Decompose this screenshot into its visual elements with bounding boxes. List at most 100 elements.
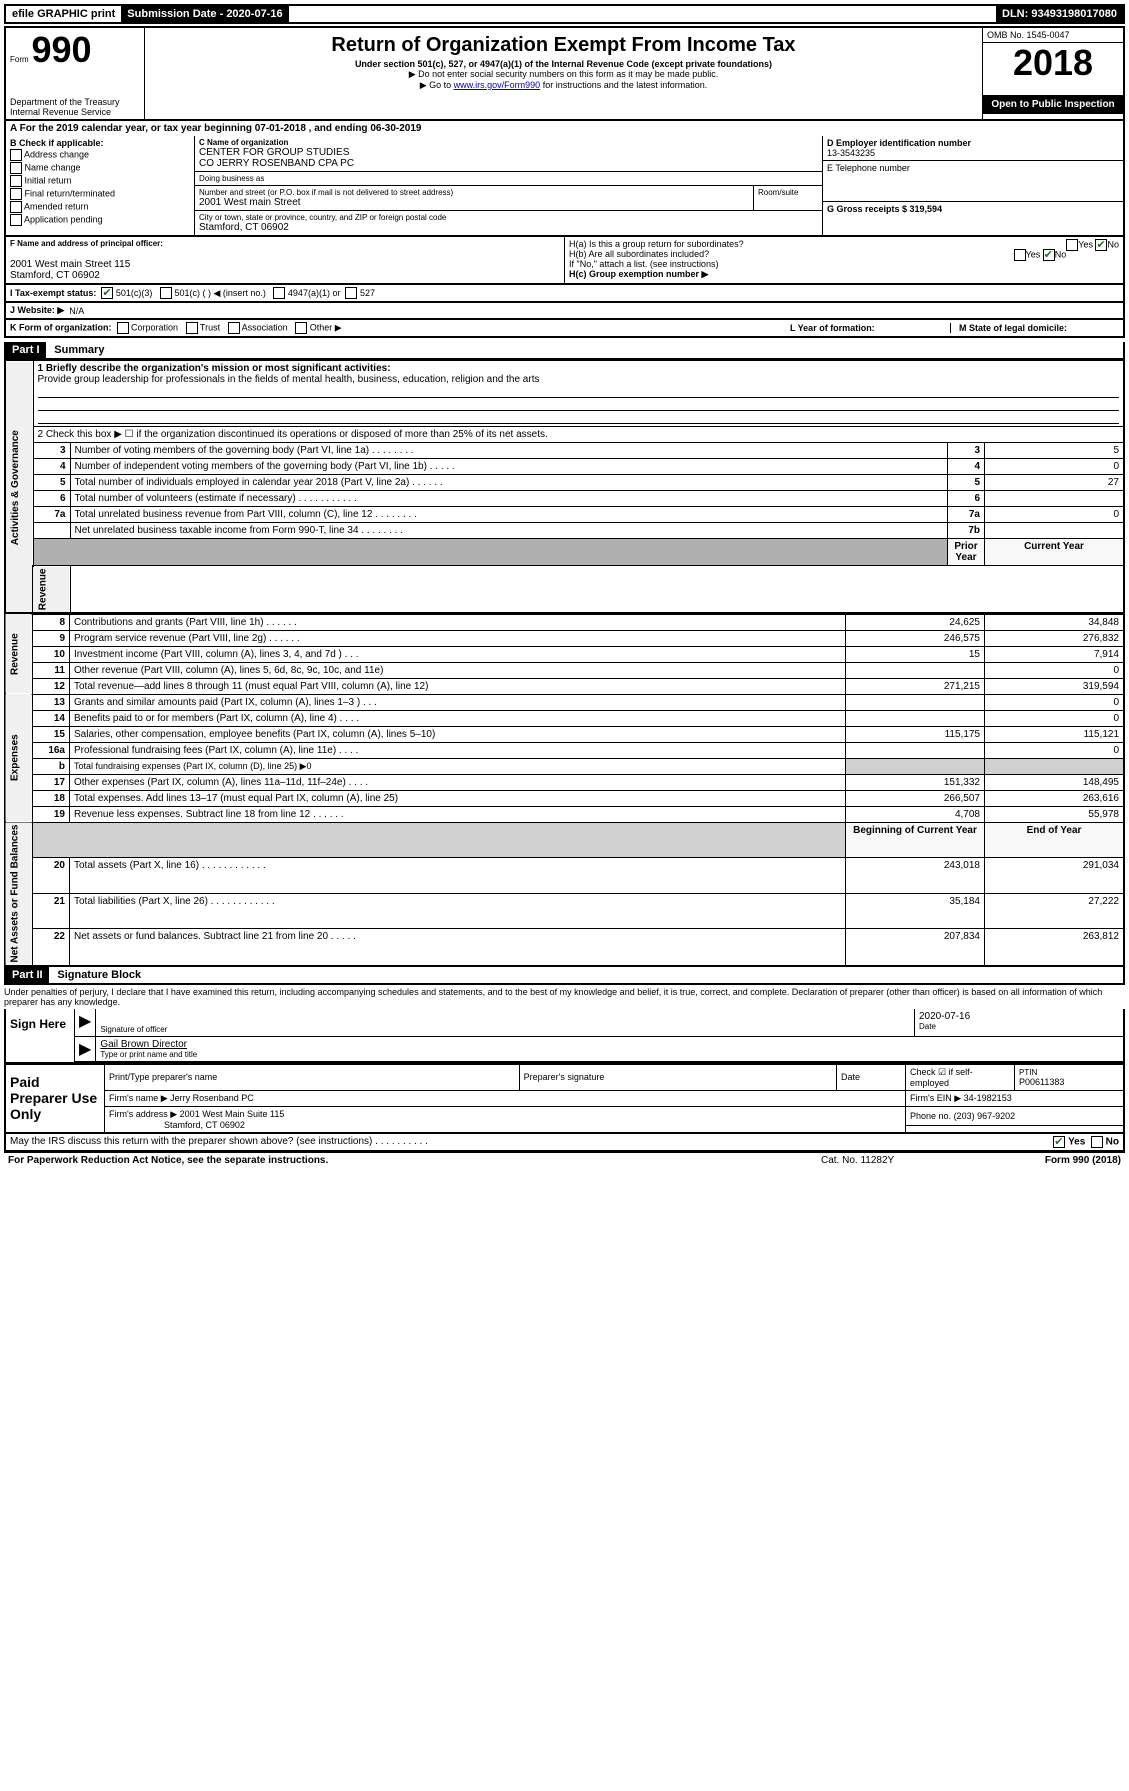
officer-addr-1: 2001 West main Street 115 [10, 259, 560, 270]
firm-name: Jerry Rosenband PC [170, 1093, 254, 1103]
check-icon [1095, 239, 1107, 251]
part-1-header-row: Part I Summary [4, 342, 1125, 360]
tax-status-label: I Tax-exempt status: [10, 288, 96, 298]
sign-here-block: Sign Here ▶ Signature of officer 2020-07… [4, 1009, 1125, 1064]
form-prefix: Form [10, 55, 29, 64]
form-title: Return of Organization Exempt From Incom… [149, 34, 978, 57]
check-name-change[interactable]: Name change [10, 162, 190, 174]
prep-col-3: Date [837, 1064, 906, 1090]
tax-status-row: I Tax-exempt status: 501(c)(3) 501(c) ( … [4, 285, 1125, 303]
firm-phone: (203) 967-9202 [954, 1111, 1016, 1121]
phone-label: E Telephone number [827, 163, 1119, 173]
current-year-header: Current Year [985, 539, 1125, 566]
subtitle-1: Under section 501(c), 527, or 4947(a)(1)… [149, 59, 978, 69]
revenue-table: Revenue 8Contributions and grants (Part … [4, 614, 1125, 967]
officer-and-group-row: F Name and address of principal officer:… [4, 237, 1125, 285]
form-footer-label: Form 990 (2018) [971, 1155, 1121, 1166]
identity-grid: B Check if applicable: Address change Na… [4, 136, 1125, 237]
section-b-checkboxes: B Check if applicable: Address change Na… [6, 136, 195, 235]
form-of-org-row: K Form of organization: Corporation Trus… [4, 320, 1125, 338]
end-year-header: End of Year [985, 822, 1125, 858]
summary-table: Activities & Governance 1 Briefly descri… [4, 360, 1125, 614]
prior-year-header: Prior Year [948, 539, 985, 566]
paperwork-notice: For Paperwork Reduction Act Notice, see … [8, 1155, 821, 1166]
vlabel-netassets: Net Assets or Fund Balances [5, 822, 33, 966]
ptin-value: P00611383 [1019, 1077, 1064, 1087]
efile-label[interactable]: efile GRAPHIC print [6, 6, 121, 22]
check-icon[interactable] [101, 287, 113, 299]
org-name-1: CENTER FOR GROUP STUDIES [199, 147, 818, 158]
part-1-badge: Part I [6, 342, 46, 358]
vlabel-revenue-2: Revenue [5, 614, 33, 694]
check-address-change[interactable]: Address change [10, 149, 190, 161]
val-7b [985, 523, 1125, 539]
arrow-icon: ▶ [74, 1037, 95, 1061]
val-6 [985, 491, 1125, 507]
firm-addr-1: 2001 West Main Suite 115 [180, 1109, 285, 1119]
firm-ein: 34-1982153 [964, 1093, 1012, 1103]
mission-label: 1 Briefly describe the organization's mi… [38, 363, 1120, 374]
tax-period-row: A For the 2019 calendar year, or tax yea… [4, 121, 1125, 136]
website-label: J Website: ▶ [10, 305, 64, 316]
dln-label: DLN: 93493198017080 [996, 6, 1123, 22]
l-label: L Year of formation: [790, 323, 875, 333]
city-value: Stamford, CT 06902 [199, 222, 818, 233]
vlabel-expenses: Expenses [5, 694, 33, 822]
ein-label: D Employer identification number [827, 138, 1119, 148]
firm-addr-2: Stamford, CT 06902 [164, 1120, 245, 1130]
subtitle-3: ▶ Go to www.irs.gov/Form990 for instruct… [149, 80, 978, 91]
h-c-question: H(c) Group exemption number ▶ [569, 269, 1119, 280]
room-label: Room/suite [754, 186, 822, 210]
val-5: 27 [985, 475, 1125, 491]
preparer-table: Paid Preparer Use Only Print/Type prepar… [4, 1064, 1125, 1134]
part-2-header-row: Part II Signature Block [4, 967, 1125, 985]
omb-number: OMB No. 1545-0047 [983, 28, 1123, 43]
begin-year-header: Beginning of Current Year [846, 822, 985, 858]
prep-col-2: Preparer's signature [519, 1064, 836, 1090]
website-value: N/A [69, 306, 84, 316]
irs-link[interactable]: www.irs.gov/Form990 [454, 80, 541, 90]
discuss-question: May the IRS discuss this return with the… [10, 1136, 1053, 1148]
sig-officer-label: Signature of officer [100, 1025, 910, 1034]
org-name-label: C Name of organization [199, 138, 818, 147]
section-b-label: B Check if applicable: [10, 138, 190, 148]
k-label: K Form of organization: [10, 322, 112, 332]
check-application-pending[interactable]: Application pending [10, 214, 190, 226]
officer-name: Gail Brown Director [100, 1039, 1119, 1050]
tax-year: 2018 [983, 43, 1123, 83]
prep-col-4: Check ☑ if self-employed [906, 1064, 1015, 1090]
sign-here-label: Sign Here [6, 1009, 74, 1062]
m-label: M State of legal domicile: [959, 323, 1067, 333]
ein-value: 13-3543235 [827, 148, 1119, 158]
gross-receipts: G Gross receipts $ 319,594 [827, 204, 1119, 214]
line-2: 2 Check this box ▶ ☐ if the organization… [33, 427, 1124, 443]
officer-addr-2: Stamford, CT 06902 [10, 270, 560, 281]
dba-label: Doing business as [199, 174, 818, 183]
prep-col-1: Print/Type preparer's name [105, 1064, 520, 1090]
part-2-title: Signature Block [51, 967, 147, 983]
vlabel-revenue: Revenue [33, 566, 70, 613]
dept-row: Department of the Treasury Internal Reve… [4, 95, 1125, 121]
h-a-question: H(a) Is this a group return for subordin… [569, 239, 1119, 249]
cat-number: Cat. No. 11282Y [821, 1155, 971, 1166]
subtitle-2: ▶ Do not enter social security numbers o… [149, 69, 978, 80]
check-initial-return[interactable]: Initial return [10, 175, 190, 187]
part-2-badge: Part II [6, 967, 49, 983]
department-label: Department of the Treasury Internal Reve… [6, 95, 145, 119]
check-icon[interactable] [1053, 1136, 1065, 1148]
submission-date-button[interactable]: Submission Date - 2020-07-16 [121, 6, 288, 22]
street-value: 2001 West main Street [199, 197, 749, 208]
check-icon [1043, 249, 1055, 261]
form-number: 990 [31, 29, 91, 70]
top-bar: efile GRAPHIC print Submission Date - 20… [4, 4, 1125, 24]
sig-date: 2020-07-16 [919, 1011, 1119, 1022]
officer-label: F Name and address of principal officer: [10, 239, 560, 248]
org-name-2: CO JERRY ROSENBAND CPA PC [199, 158, 818, 169]
part-1-title: Summary [48, 342, 110, 358]
check-amended-return[interactable]: Amended return [10, 201, 190, 213]
val-3: 5 [985, 443, 1125, 459]
val-7a: 0 [985, 507, 1125, 523]
officer-name-label: Type or print name and title [100, 1050, 1119, 1059]
check-final-return[interactable]: Final return/terminated [10, 188, 190, 200]
mission-text: Provide group leadership for professiona… [38, 374, 1120, 385]
